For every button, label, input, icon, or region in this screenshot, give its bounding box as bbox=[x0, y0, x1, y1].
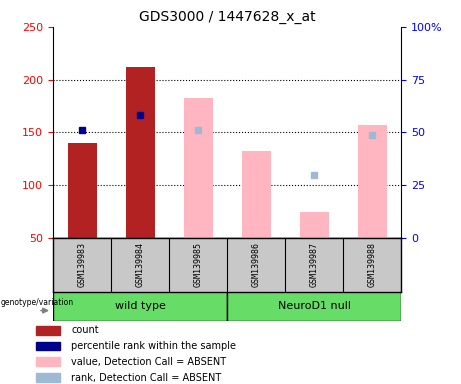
Text: GSM139984: GSM139984 bbox=[136, 242, 145, 288]
Bar bbox=[67, 143, 96, 238]
Bar bbox=[358, 125, 387, 238]
Text: NeuroD1 null: NeuroD1 null bbox=[278, 301, 350, 311]
Bar bbox=[53, 292, 227, 321]
Text: value, Detection Call = ABSENT: value, Detection Call = ABSENT bbox=[71, 357, 226, 367]
Bar bbox=[36, 373, 60, 382]
Bar bbox=[36, 341, 60, 351]
Text: GSM139985: GSM139985 bbox=[194, 242, 202, 288]
Bar bbox=[300, 212, 329, 238]
Text: percentile rank within the sample: percentile rank within the sample bbox=[71, 341, 236, 351]
Text: GSM139987: GSM139987 bbox=[309, 242, 319, 288]
Text: GSM139988: GSM139988 bbox=[367, 242, 377, 288]
Text: count: count bbox=[71, 325, 99, 335]
Text: rank, Detection Call = ABSENT: rank, Detection Call = ABSENT bbox=[71, 372, 221, 383]
Bar bbox=[183, 98, 213, 238]
Bar bbox=[242, 152, 271, 238]
Text: genotype/variation: genotype/variation bbox=[1, 298, 74, 307]
Bar bbox=[36, 326, 60, 334]
Title: GDS3000 / 1447628_x_at: GDS3000 / 1447628_x_at bbox=[139, 10, 315, 25]
Bar bbox=[36, 358, 60, 366]
Bar bbox=[125, 67, 154, 238]
Bar bbox=[227, 292, 401, 321]
Text: wild type: wild type bbox=[115, 301, 165, 311]
Text: GSM139983: GSM139983 bbox=[77, 242, 87, 288]
Text: GSM139986: GSM139986 bbox=[252, 242, 260, 288]
